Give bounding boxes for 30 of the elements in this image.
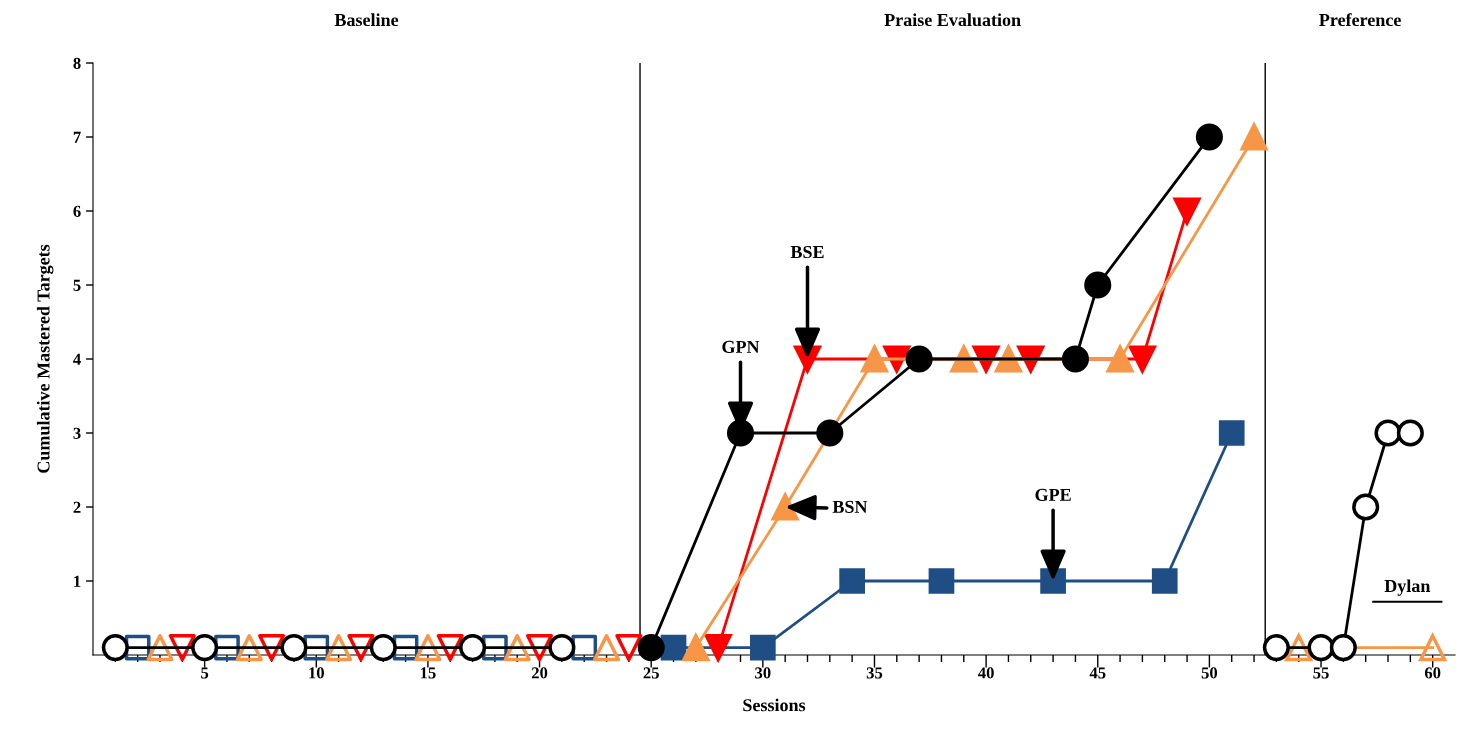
x-tick-label: 35	[866, 667, 883, 679]
y-tick-label: 1	[74, 575, 81, 587]
annotation: BSE	[790, 245, 824, 259]
y-tick-label: 8	[73, 57, 81, 69]
annotation: GPE	[1035, 488, 1071, 501]
y-tick-label: 5	[73, 279, 81, 291]
x-tick-label: 15	[420, 667, 436, 679]
x-tick-label: 45	[1089, 667, 1106, 679]
x-tick-label: 40	[978, 667, 994, 679]
y-tick-label: 7	[73, 131, 81, 143]
y-tick-label: 6	[73, 205, 81, 217]
annotation: Dylan	[1384, 579, 1431, 596]
y-tick-label: 4	[73, 353, 81, 365]
x-tick-label: 60	[1424, 667, 1441, 679]
x-tick-label: 50	[1201, 667, 1218, 679]
x-tick-label: 20	[531, 667, 548, 679]
x-tick-label: 5	[201, 667, 209, 679]
text: Preference	[1319, 13, 1401, 27]
x-tick-label: 10	[309, 667, 324, 679]
x-tick-label: 30	[755, 667, 771, 679]
x-axis-title: Sessions	[743, 698, 806, 712]
y-tick-label: 2	[73, 501, 81, 513]
x-tick-label: 55	[1313, 667, 1329, 679]
y-tick-label: 3	[73, 427, 81, 439]
text: Praise Evaluation	[884, 13, 1021, 27]
text: Baseline	[334, 13, 399, 27]
annotation: GPN	[722, 340, 760, 353]
annotation: BSN	[832, 500, 868, 513]
x-tick-label: 25	[643, 667, 659, 679]
y-axis-title: Cumulative Mastered Targets	[36, 244, 54, 473]
